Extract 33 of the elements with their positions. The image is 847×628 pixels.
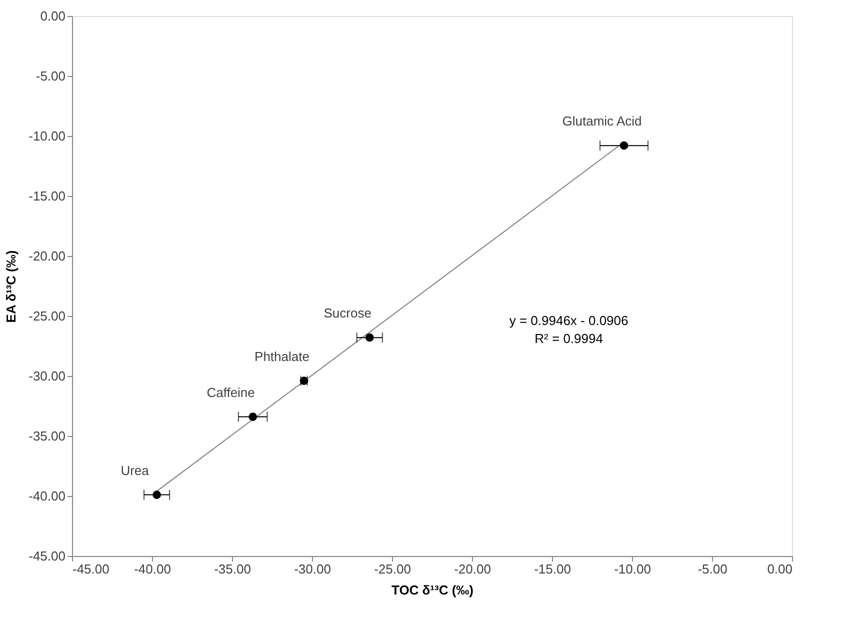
annotation: y = 0.9946x - 0.0906 <box>509 313 628 328</box>
x-tick-label: -45.00 <box>72 562 110 576</box>
point <box>620 141 628 150</box>
x-tick-label: -20.00 <box>454 562 491 576</box>
x-tick-label: 0.00 <box>767 562 792 576</box>
point <box>152 490 161 499</box>
y-tick-label: -5.00 <box>36 68 66 84</box>
y-tick-label: -15.00 <box>28 188 66 204</box>
x-tick-label: -5.00 <box>698 562 728 576</box>
annotation: Sucrose <box>324 306 372 321</box>
point <box>248 412 257 421</box>
x-tick-label: -35.00 <box>214 562 251 576</box>
y-tick-label: -20.00 <box>28 248 66 264</box>
annotation: Phthalate <box>254 348 310 364</box>
x-tick-label: -25.00 <box>374 562 411 576</box>
annotation: Urea <box>120 462 150 478</box>
y-tick-label: -10.00 <box>28 128 66 144</box>
y-tick-label: 0.00 <box>40 8 66 24</box>
point <box>365 333 374 342</box>
y-tick-label: -35.00 <box>28 428 66 444</box>
y-tick-label: -40.00 <box>28 488 66 504</box>
annotation: R² = 0.9994 <box>534 331 603 346</box>
x-tick-label: -10.00 <box>614 562 651 576</box>
x-axis-title: TOC δ¹³C (‰) <box>391 582 474 598</box>
x-tick-label: -15.00 <box>534 562 571 576</box>
annotation: Caffeine <box>206 384 255 400</box>
y-tick-label: -45.00 <box>28 548 66 564</box>
x-tick-label: -40.00 <box>134 562 171 576</box>
y-tick-label: -25.00 <box>28 308 66 324</box>
annotation: Glutamic Acid <box>562 114 642 129</box>
x-tick-label: -30.00 <box>294 562 331 576</box>
y-axis-title: EA δ¹³C (‰) <box>4 250 19 323</box>
y-tick-label: -30.00 <box>28 368 66 384</box>
